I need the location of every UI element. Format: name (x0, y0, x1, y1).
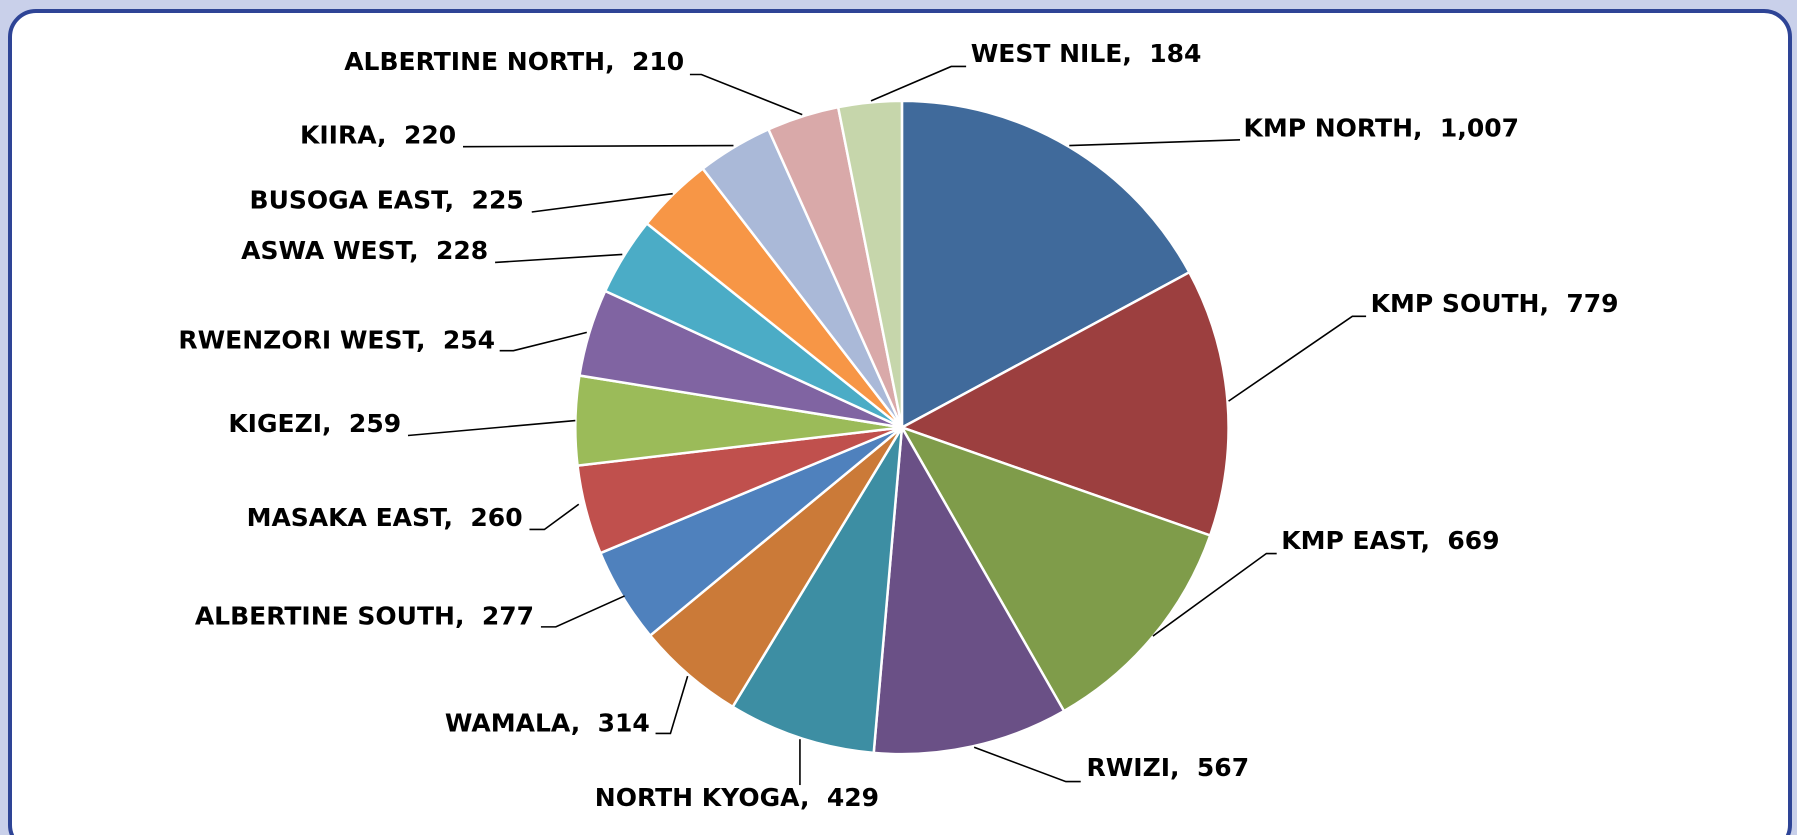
label-separator: , (605, 47, 632, 76)
data-label: MASAKA EAST, 260 (247, 503, 523, 532)
pie-slice (899, 425, 1212, 713)
label-value: 669 (1447, 526, 1499, 555)
label-category: KMP EAST (1281, 526, 1424, 555)
label-value: 567 (1197, 753, 1249, 782)
pie-slice (898, 270, 1230, 538)
label-separator: , (455, 602, 482, 631)
label-separator: , (1122, 39, 1149, 68)
label-separator: , (1420, 526, 1447, 555)
data-label: ASWA WEST, 228 (241, 236, 488, 265)
label-category: KMP NORTH (1243, 114, 1413, 143)
leader-line (689, 73, 803, 116)
data-label: WEST NILE, 184 (971, 39, 1202, 68)
data-label: WAMALA, 314 (445, 708, 650, 737)
leader-line (540, 595, 625, 628)
label-separator: , (1170, 753, 1197, 782)
data-label: KMP SOUTH, 779 (1371, 289, 1619, 318)
leader-line (407, 419, 576, 437)
label-separator: , (409, 236, 436, 265)
data-label: KMP EAST, 669 (1281, 526, 1499, 555)
label-category: KMP SOUTH (1371, 289, 1540, 318)
label-value: 259 (349, 409, 401, 438)
leader-line (870, 65, 967, 102)
data-label: KIGEZI, 259 (228, 409, 401, 438)
data-label: ALBERTINE NORTH, 210 (344, 47, 684, 76)
leader-line (655, 675, 689, 735)
label-separator: , (377, 120, 404, 149)
pie-slice (836, 99, 904, 428)
data-label: KMP NORTH, 1,007 (1243, 114, 1519, 143)
leader-line (462, 144, 734, 148)
label-value: 260 (470, 503, 522, 532)
label-value: 225 (472, 186, 524, 215)
label-separator: , (445, 186, 472, 215)
label-separator: , (1413, 114, 1440, 143)
data-label: RWIZI, 567 (1086, 753, 1249, 782)
label-value: 779 (1566, 289, 1618, 318)
pie-slice (730, 426, 904, 755)
label-separator: , (800, 783, 827, 812)
label-value: 429 (827, 783, 879, 812)
data-label: RWENZORI WEST, 254 (178, 326, 495, 355)
label-value: 254 (443, 326, 495, 355)
data-label: KIIRA, 220 (300, 120, 456, 149)
label-category: RWIZI (1086, 753, 1170, 782)
label-category: ASWA WEST (241, 236, 413, 265)
label-separator: , (571, 708, 598, 737)
pie (574, 99, 1230, 756)
label-category: WEST NILE (971, 39, 1123, 68)
leader-line (1069, 139, 1241, 147)
pie-slice (900, 99, 1192, 430)
leader-line (1228, 315, 1367, 402)
label-value: 210 (632, 47, 684, 76)
data-label: BUSOGA EAST, 225 (250, 186, 524, 215)
data-label: NORTH KYOGA, 429 (595, 783, 879, 812)
label-category: RWENZORI WEST (178, 326, 419, 355)
leader-line (973, 746, 1081, 783)
label-category: MASAKA EAST (247, 503, 447, 532)
label-value: 314 (598, 708, 650, 737)
label-separator: , (416, 326, 443, 355)
label-category: ALBERTINE NORTH (344, 47, 605, 76)
label-value: 1,007 (1440, 114, 1519, 143)
label-category: NORTH KYOGA (595, 783, 800, 812)
label-separator: , (322, 409, 349, 438)
leader-line (1152, 552, 1277, 637)
data-label: ALBERTINE SOUTH, 277 (195, 602, 534, 631)
label-category: ALBERTINE SOUTH (195, 602, 455, 631)
label-separator: , (1539, 289, 1566, 318)
leader-line (495, 253, 623, 264)
label-value: 228 (436, 236, 488, 265)
label-value: 184 (1149, 39, 1201, 68)
pie-slice (872, 423, 1066, 756)
label-value: 277 (482, 602, 534, 631)
leader-line (529, 503, 580, 531)
label-separator: , (444, 503, 471, 532)
label-category: WAMALA (445, 708, 571, 737)
label-category: KIGEZI (228, 409, 322, 438)
label-category: KIIRA (300, 120, 377, 149)
label-category: BUSOGA EAST (250, 186, 449, 215)
leader-line (531, 192, 673, 213)
label-value: 220 (404, 120, 456, 149)
leader-line (499, 331, 587, 352)
labels: KMP NORTH, 1,007 KMP SOUTH, 779 KMP EAST, … (178, 39, 1618, 812)
